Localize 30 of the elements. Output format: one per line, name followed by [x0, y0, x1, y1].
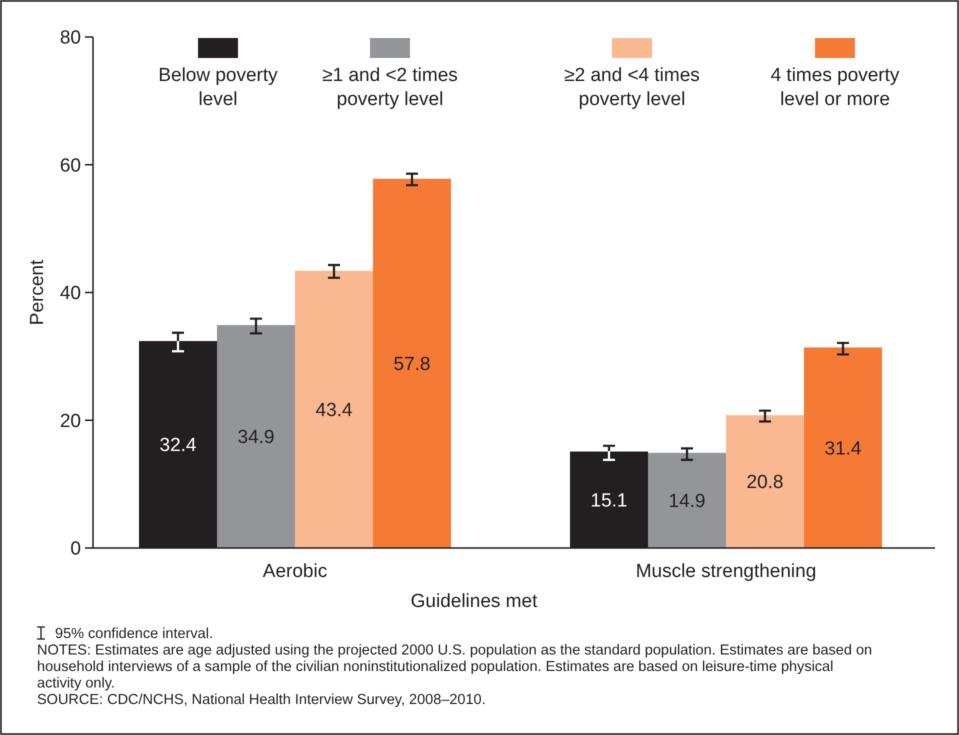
legend-label: ≥1 and <2 times poverty level: [322, 65, 458, 110]
data-label: 14.9: [668, 491, 706, 512]
data-label: 43.4: [316, 400, 353, 422]
bar: [648, 452, 726, 548]
y-axis-title: Percent: [27, 259, 48, 326]
legend-label: 4 times poverty level or more: [770, 65, 900, 110]
y-tick-label: 20: [60, 410, 81, 432]
y-tick-label: 80: [60, 28, 81, 49]
x-axis-title: Guidelines met: [410, 591, 538, 612]
legend-label: ≥2 and <4 times poverty level: [564, 65, 700, 110]
data-label: 32.4: [160, 435, 197, 456]
data-label: 34.9: [238, 427, 274, 448]
data-label: 57.8: [394, 354, 430, 376]
y-tick-label: 40: [60, 283, 81, 304]
y-tick-label: 60: [60, 155, 81, 176]
y-tick-label: 0: [70, 538, 81, 560]
legend-label: Below poverty level: [158, 65, 278, 110]
bar: [295, 270, 373, 548]
text: 95% confidence interval.: [55, 626, 213, 642]
x-tick-label: Aerobic: [262, 561, 328, 582]
source-note: SOURCE: CDC/NCHS, National Health Interview Survey, 2008–2010.: [37, 692, 486, 708]
data-label: 15.1: [590, 490, 628, 512]
data-label: 20.8: [746, 472, 784, 494]
bar: [217, 325, 295, 548]
bar: [804, 347, 882, 548]
bar: [373, 178, 451, 548]
text: NOTES: Estimates are age adjusted using the projected 2000 U.S. population as the standard population. Estimates are based on household interviews of a sample of the civilian noninstitutionalized population. Estimates are based on leisure-time physical activity only.: [37, 642, 872, 692]
x-tick-label: Muscle strengthening: [636, 561, 816, 582]
data-label: 31.4: [824, 438, 862, 460]
bar: [726, 415, 804, 548]
